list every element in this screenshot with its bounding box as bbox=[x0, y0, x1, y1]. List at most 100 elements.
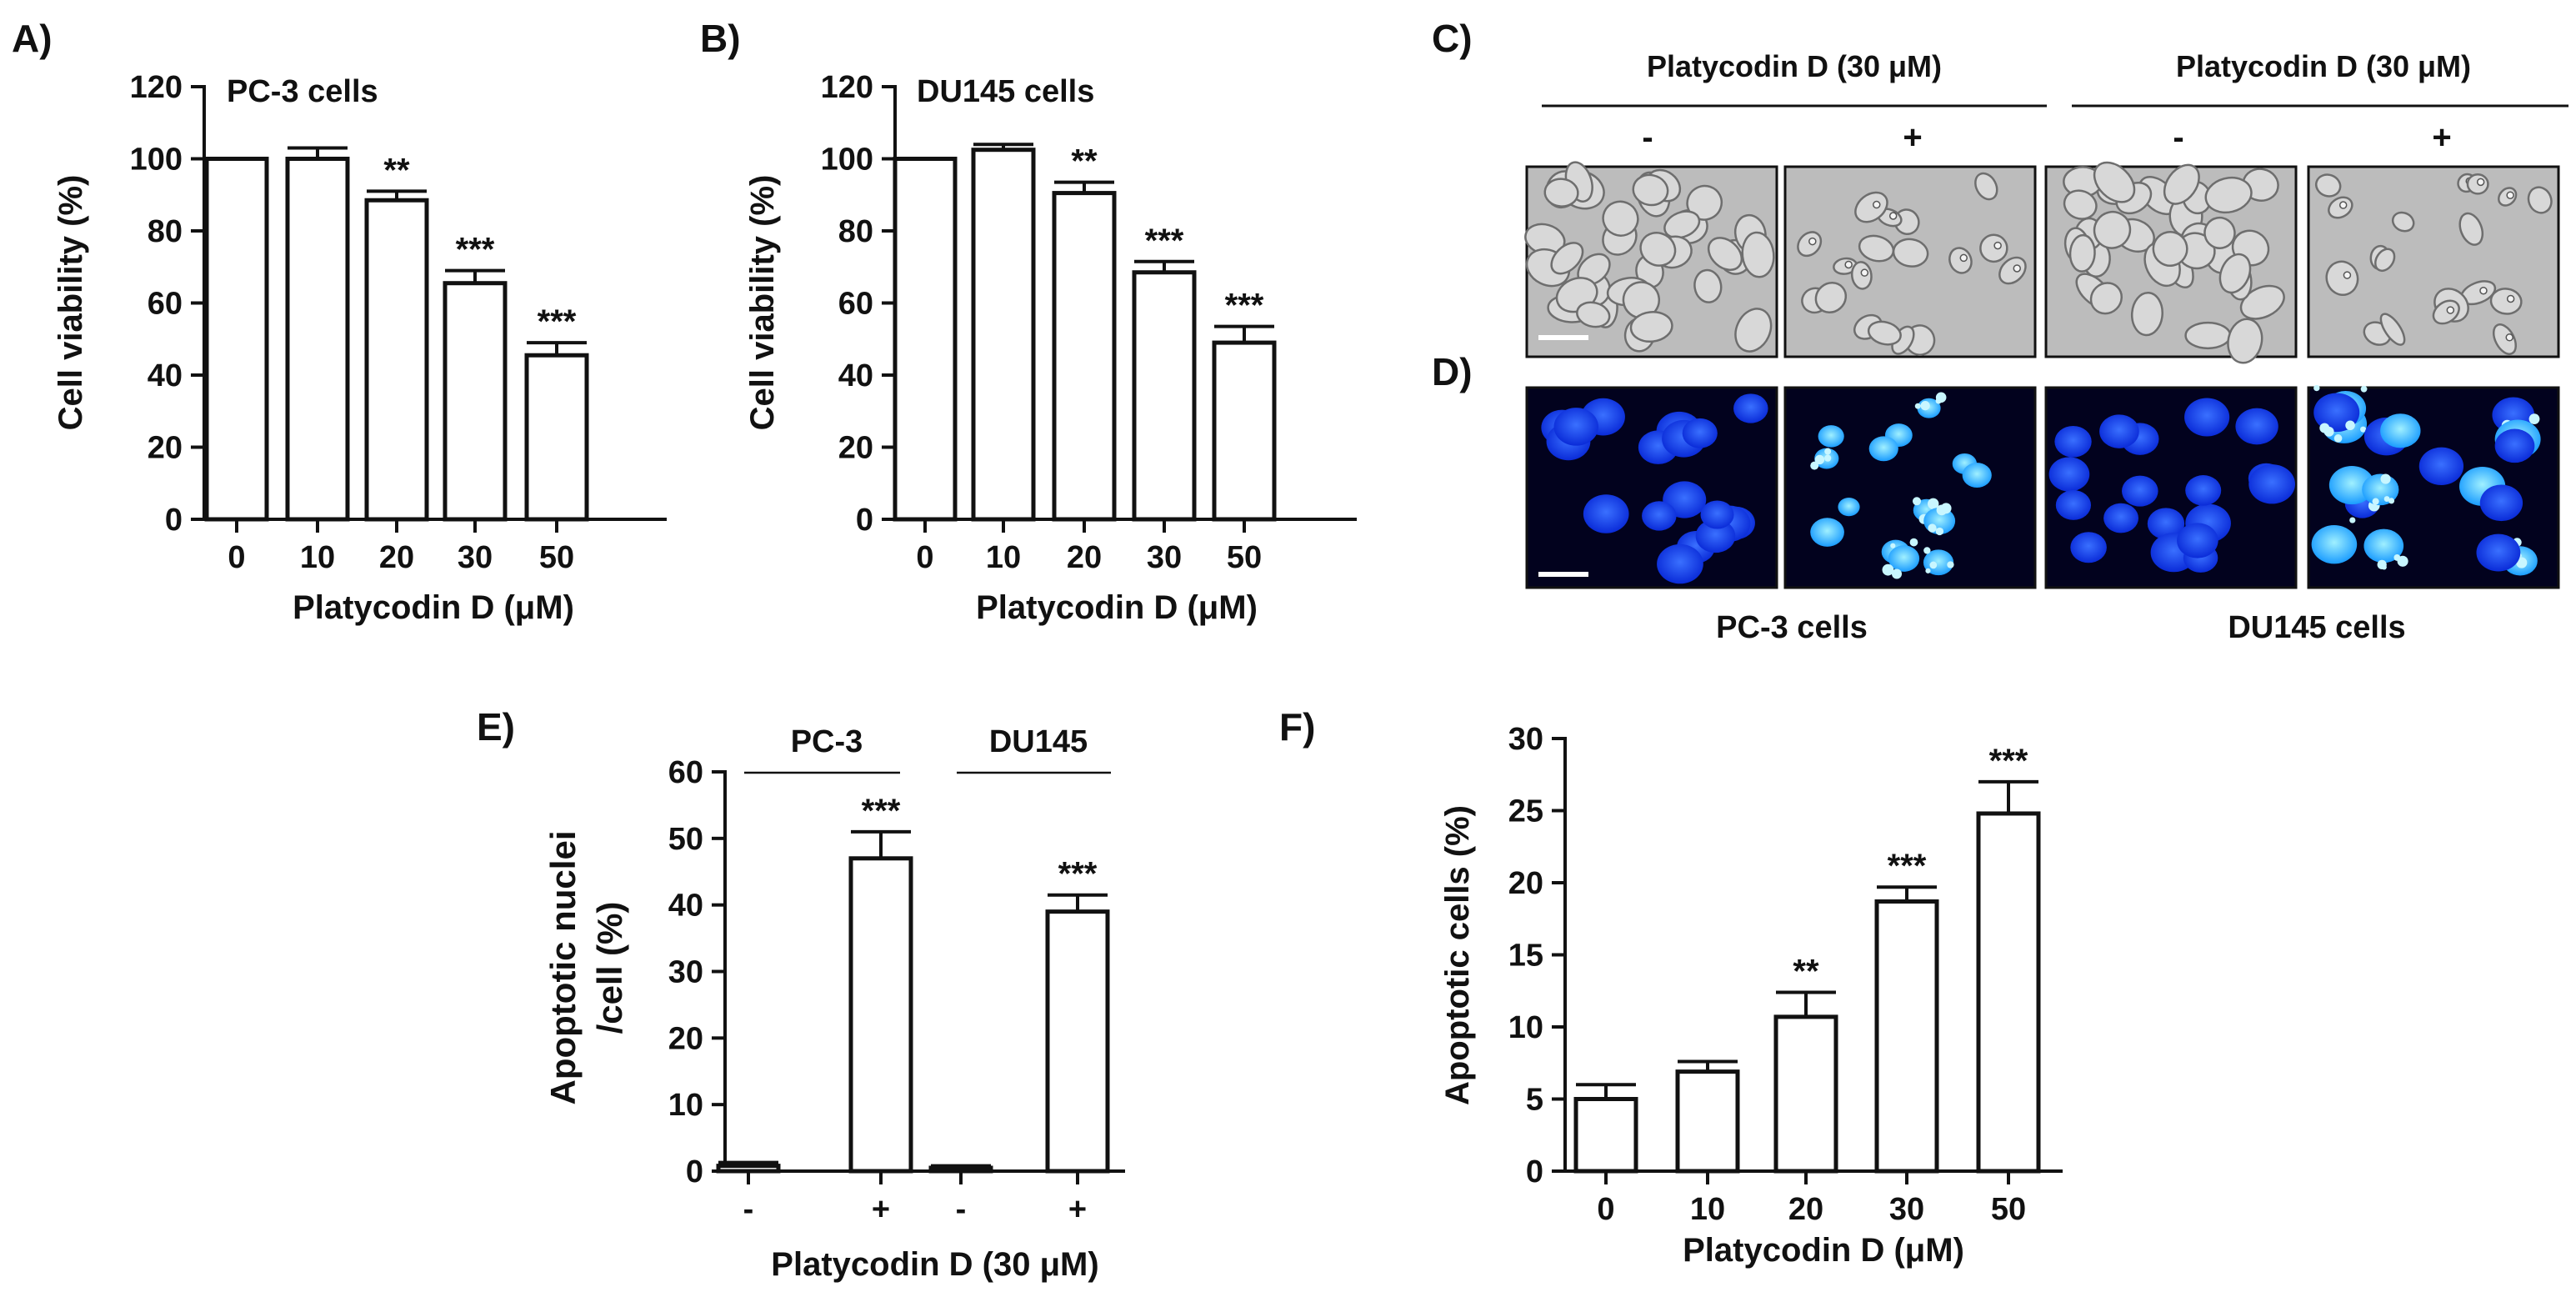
bar bbox=[1212, 340, 1277, 522]
cell-shape bbox=[1734, 308, 1773, 353]
y-tick-label: 60 bbox=[668, 755, 703, 790]
apoptotic-fragment bbox=[1925, 568, 1931, 573]
cell-shape bbox=[2218, 253, 2252, 294]
x-axis-label: Platycodin D (μM) bbox=[976, 589, 1258, 626]
cell-shape bbox=[2325, 260, 2359, 296]
treatment-minus-label: - bbox=[1642, 119, 1653, 156]
x-tick-label: 0 bbox=[228, 540, 245, 575]
panel-letter-a: A) bbox=[12, 17, 53, 60]
cell-shape bbox=[2068, 233, 2096, 273]
apoptotic-fragment bbox=[2377, 559, 2387, 569]
y-axis-label: Apoptotic nuclei bbox=[543, 831, 583, 1105]
y-tick-label: 20 bbox=[838, 431, 873, 466]
group-label-pc3: PC-3 bbox=[791, 724, 863, 759]
cell-shape bbox=[2479, 286, 2488, 295]
cell-shape bbox=[2506, 294, 2515, 303]
cell-shape bbox=[1686, 184, 1723, 221]
bar bbox=[204, 157, 269, 522]
treatment-header-label: Platycodin D (30 μM) bbox=[2176, 49, 2471, 83]
dapi-nuclei-image bbox=[2307, 384, 2560, 589]
apoptotic-fragment bbox=[1890, 543, 1896, 548]
cell-shape bbox=[2432, 299, 2460, 325]
cell-shape bbox=[1707, 237, 1743, 271]
nucleus bbox=[2418, 447, 2464, 485]
nucleus bbox=[1810, 518, 1844, 547]
nucleus bbox=[1733, 393, 1768, 423]
nucleus bbox=[2479, 484, 2523, 522]
panel-letter-e: E) bbox=[477, 705, 515, 749]
x-tick-label: + bbox=[1068, 1192, 1087, 1227]
cell-shape bbox=[1858, 234, 1895, 263]
nucleus bbox=[2048, 457, 2090, 492]
cell-shape bbox=[1998, 256, 2027, 285]
nucleus bbox=[1818, 425, 1844, 448]
y-axis-label: /cell (%) bbox=[590, 902, 629, 1034]
bar bbox=[1052, 191, 1117, 522]
cell-shape bbox=[2063, 189, 2098, 220]
nucleus bbox=[2070, 532, 2107, 563]
phase-contrast-image bbox=[2307, 165, 2560, 358]
x-tick-label: - bbox=[956, 1192, 967, 1227]
y-axis-label: Cell viability (%) bbox=[744, 175, 781, 431]
apoptotic-fragment bbox=[2528, 413, 2540, 424]
cell-shape bbox=[2374, 248, 2396, 273]
y-tick-label: 100 bbox=[130, 143, 183, 178]
x-tick-label: 20 bbox=[1788, 1192, 1823, 1227]
y-tick-label: 50 bbox=[668, 822, 703, 857]
caption-pc3: PC-3 cells bbox=[1716, 610, 1868, 645]
y-tick-label: 20 bbox=[1508, 866, 1543, 901]
cell-shape bbox=[1959, 253, 1968, 263]
cell-shape bbox=[1693, 268, 1723, 303]
x-tick-label: 10 bbox=[1690, 1192, 1725, 1227]
apoptotic-fragment bbox=[2516, 557, 2528, 568]
nucleus bbox=[2099, 414, 2139, 448]
apoptotic-fragment bbox=[2333, 434, 2343, 443]
y-tick-label: 80 bbox=[838, 214, 873, 249]
x-tick-label: 50 bbox=[1991, 1192, 2026, 1227]
y-tick-label: 120 bbox=[821, 70, 873, 105]
nucleus bbox=[1838, 497, 1860, 517]
y-tick-label: 40 bbox=[148, 358, 183, 393]
y-axis-label: Apoptotic cells (%) bbox=[1439, 805, 1476, 1105]
y-tick-label: 60 bbox=[148, 287, 183, 322]
cell-shape bbox=[1741, 231, 1775, 278]
chart-f: 0 5 10 15 20 25 30 0 10 20 ** 30 *** 50 *** Platycodin … bbox=[1439, 722, 2063, 1269]
cell-shape bbox=[1854, 191, 1888, 223]
bar bbox=[1675, 1069, 1740, 1174]
x-tick-label: 30 bbox=[458, 540, 493, 575]
apoptotic-fragment bbox=[1814, 454, 1825, 465]
cell-shape bbox=[2458, 212, 2484, 246]
apoptotic-fragment bbox=[1824, 454, 1832, 462]
chart-b: DU145 cells 0 20 40 60 80 100 120 0 10 20 ** 30 *** 5… bbox=[744, 70, 1357, 626]
x-tick-label: 50 bbox=[1227, 540, 1262, 575]
cell-shape bbox=[1979, 233, 2008, 263]
caption-du145: DU145 cells bbox=[2228, 610, 2405, 645]
apoptotic-fragment bbox=[1923, 547, 1931, 554]
y-tick-label: 0 bbox=[856, 503, 873, 538]
cell-shape bbox=[2492, 323, 2517, 355]
cell-shape bbox=[2093, 210, 2132, 249]
dapi-nuclei-image bbox=[2044, 386, 2298, 589]
x-tick-label: + bbox=[872, 1192, 890, 1227]
cell-shape bbox=[1550, 242, 1584, 275]
nucleus bbox=[2311, 524, 2358, 564]
y-tick-label: 0 bbox=[165, 503, 183, 538]
cell-shape bbox=[2227, 318, 2263, 364]
dapi-nuclei-image bbox=[1783, 386, 2037, 589]
apoptotic-fragment bbox=[2319, 423, 2330, 433]
x-tick-label: 0 bbox=[916, 540, 933, 575]
apoptotic-fragment bbox=[1891, 568, 1903, 579]
significance-label: *** bbox=[1058, 856, 1098, 893]
x-tick-label: 30 bbox=[1147, 540, 1182, 575]
cell-shape bbox=[2527, 186, 2553, 214]
treatment-plus-label: + bbox=[2432, 119, 2451, 156]
cell-shape bbox=[1844, 260, 1853, 269]
x-tick-label: 50 bbox=[539, 540, 574, 575]
x-axis-label: Platycodin D (μM) bbox=[1683, 1232, 1964, 1269]
cell-shape bbox=[2089, 282, 2123, 315]
significance-label: ** bbox=[1071, 143, 1098, 180]
nucleus bbox=[1682, 418, 1718, 448]
micrograph-panel: Platycodin D (30 μM) - + Platycodin D (3… bbox=[1524, 49, 2568, 645]
apoptotic-fragment bbox=[1824, 448, 1832, 455]
y-tick-label: 10 bbox=[668, 1088, 703, 1123]
